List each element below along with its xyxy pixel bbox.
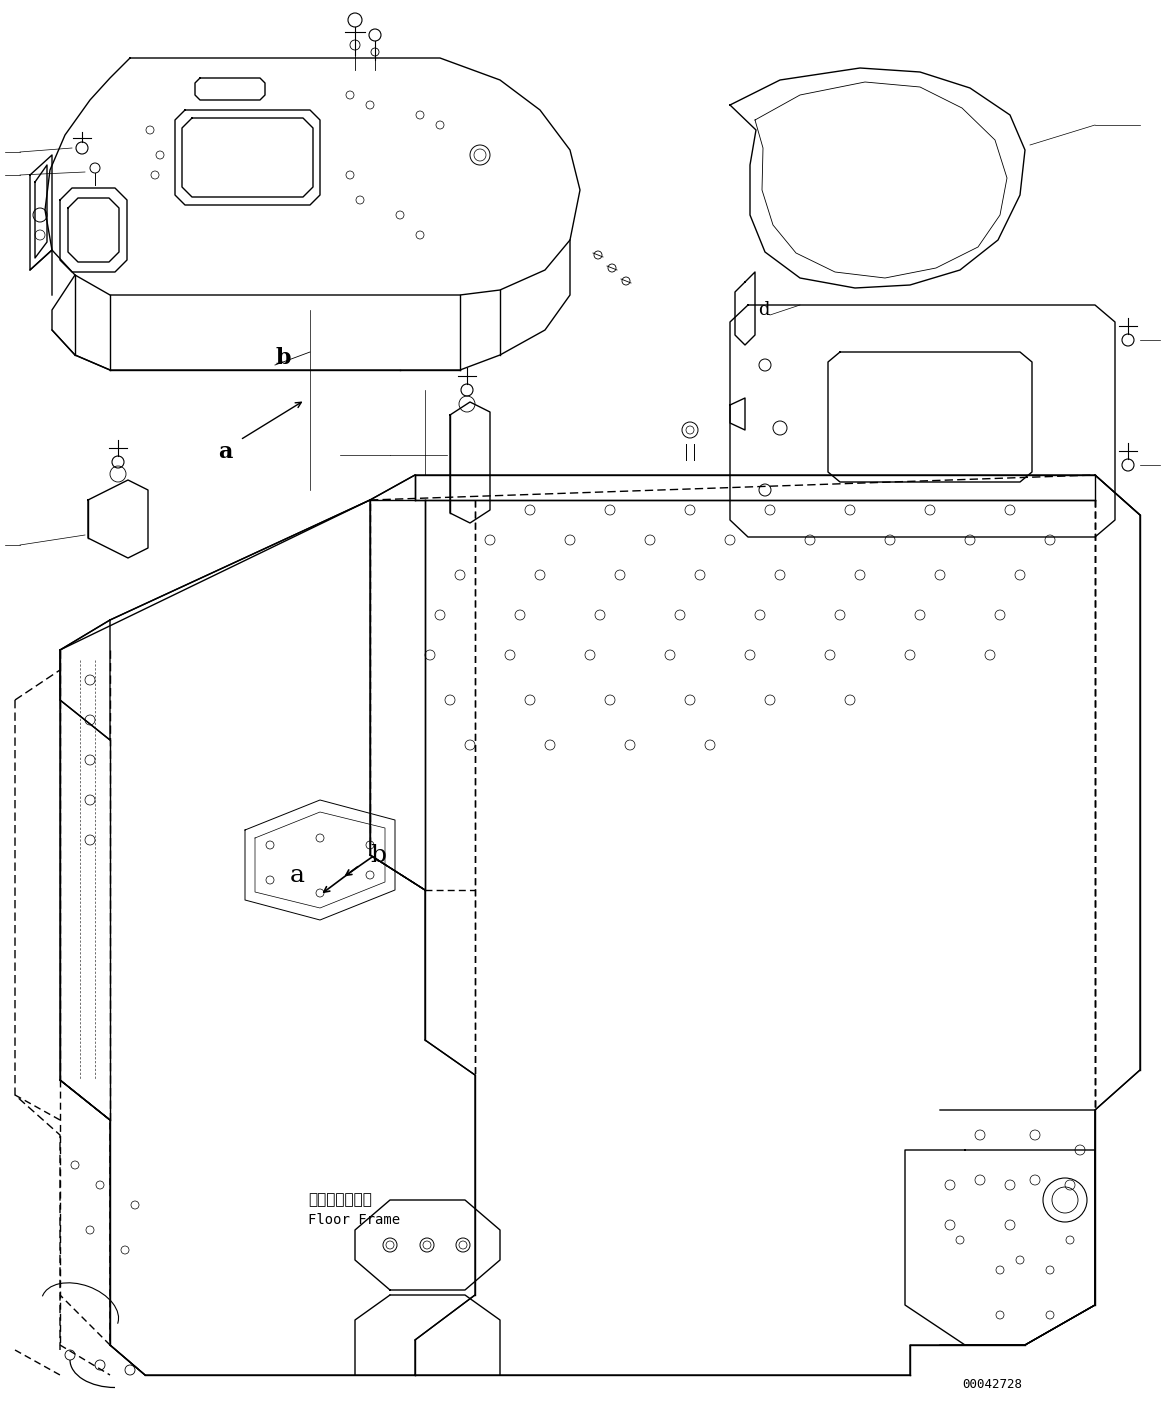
Text: Floor Frame: Floor Frame [308, 1213, 400, 1227]
Text: a: a [217, 441, 233, 464]
Text: b: b [370, 844, 386, 867]
Text: 00042728: 00042728 [962, 1378, 1022, 1392]
Text: a: a [290, 864, 305, 886]
Text: フロアフレーム: フロアフレーム [308, 1192, 372, 1208]
Text: b: b [274, 347, 291, 369]
Text: d: d [758, 302, 770, 318]
